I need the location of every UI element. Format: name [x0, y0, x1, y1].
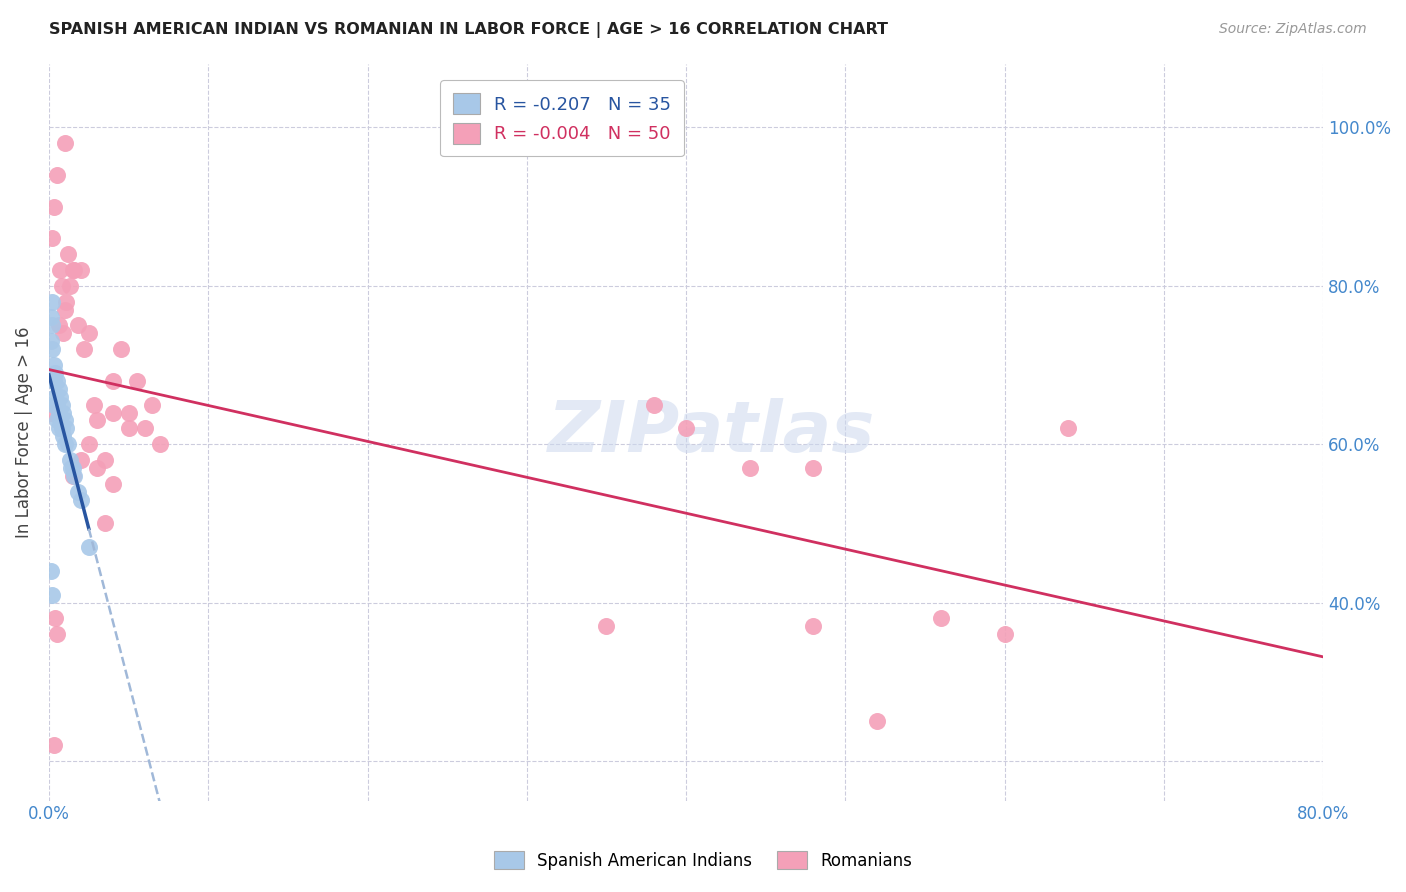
Point	[42, 398, 65, 412]
Point	[39, 405, 62, 419]
Point	[56, 247, 79, 261]
Point	[44, 390, 66, 404]
Point	[49, 263, 72, 277]
Point	[141, 398, 163, 412]
Point	[77, 326, 100, 341]
Y-axis label: In Labor Force | Age > 16: In Labor Force | Age > 16	[15, 326, 32, 538]
Point	[69, 492, 91, 507]
Point	[59, 453, 82, 467]
Point	[41, 588, 63, 602]
Point	[125, 374, 148, 388]
Point	[83, 398, 105, 412]
Point	[101, 476, 124, 491]
Point	[48, 318, 70, 333]
Point	[86, 413, 108, 427]
Text: ZIPatlas: ZIPatlas	[548, 398, 875, 467]
Point	[63, 469, 86, 483]
Point	[117, 421, 139, 435]
Point	[41, 342, 63, 356]
Point	[51, 398, 73, 412]
Point	[42, 374, 65, 388]
Point	[45, 413, 67, 427]
Point	[53, 302, 76, 317]
Point	[45, 627, 67, 641]
Point	[53, 136, 76, 151]
Point	[803, 619, 825, 633]
Legend: R = -0.207   N = 35, R = -0.004   N = 50: R = -0.207 N = 35, R = -0.004 N = 50	[440, 80, 685, 156]
Point	[93, 453, 115, 467]
Text: SPANISH AMERICAN INDIAN VS ROMANIAN IN LABOR FORCE | AGE > 16 CORRELATION CHART: SPANISH AMERICAN INDIAN VS ROMANIAN IN L…	[49, 22, 889, 38]
Point	[51, 421, 73, 435]
Point	[738, 461, 761, 475]
Point	[643, 398, 665, 412]
Point	[48, 382, 70, 396]
Point	[39, 334, 62, 349]
Point	[69, 453, 91, 467]
Point	[66, 318, 89, 333]
Point	[929, 611, 952, 625]
Point	[48, 421, 70, 435]
Point	[110, 342, 132, 356]
Point	[866, 714, 889, 729]
Point	[42, 200, 65, 214]
Point	[53, 437, 76, 451]
Point	[55, 421, 77, 435]
Point	[93, 516, 115, 531]
Point	[39, 564, 62, 578]
Point	[595, 619, 617, 633]
Point	[41, 294, 63, 309]
Point	[45, 168, 67, 182]
Point	[62, 469, 84, 483]
Point	[62, 263, 84, 277]
Point	[59, 278, 82, 293]
Point	[63, 263, 86, 277]
Point	[86, 461, 108, 475]
Point	[45, 374, 67, 388]
Point	[77, 437, 100, 451]
Point	[149, 437, 172, 451]
Point	[101, 405, 124, 419]
Point	[52, 326, 75, 341]
Point	[66, 484, 89, 499]
Point	[49, 413, 72, 427]
Point	[42, 738, 65, 752]
Point	[77, 540, 100, 554]
Text: Source: ZipAtlas.com: Source: ZipAtlas.com	[1219, 22, 1367, 37]
Point	[55, 294, 77, 309]
Point	[41, 231, 63, 245]
Point	[44, 611, 66, 625]
Point	[60, 461, 83, 475]
Point	[52, 405, 75, 419]
Point	[73, 342, 96, 356]
Point	[44, 366, 66, 380]
Point	[803, 461, 825, 475]
Point	[42, 358, 65, 372]
Point	[117, 405, 139, 419]
Point	[1057, 421, 1080, 435]
Point	[994, 627, 1017, 641]
Point	[52, 429, 75, 443]
Point	[39, 310, 62, 325]
Point	[48, 405, 70, 419]
Point	[53, 413, 76, 427]
Point	[41, 318, 63, 333]
Point	[69, 263, 91, 277]
Point	[62, 461, 84, 475]
Point	[49, 390, 72, 404]
Legend: Spanish American Indians, Romanians: Spanish American Indians, Romanians	[486, 845, 920, 877]
Point	[56, 437, 79, 451]
Point	[45, 398, 67, 412]
Point	[51, 278, 73, 293]
Point	[101, 374, 124, 388]
Point	[675, 421, 697, 435]
Point	[134, 421, 156, 435]
